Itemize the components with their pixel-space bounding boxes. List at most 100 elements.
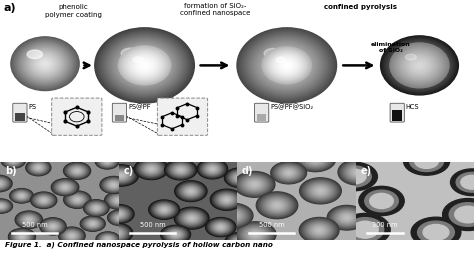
Ellipse shape bbox=[275, 165, 302, 181]
Ellipse shape bbox=[105, 192, 131, 209]
Ellipse shape bbox=[0, 180, 4, 187]
Ellipse shape bbox=[238, 224, 272, 245]
Ellipse shape bbox=[401, 52, 438, 79]
Ellipse shape bbox=[101, 33, 188, 98]
Ellipse shape bbox=[95, 154, 119, 169]
Ellipse shape bbox=[171, 232, 180, 237]
Ellipse shape bbox=[172, 232, 179, 237]
Ellipse shape bbox=[188, 189, 194, 193]
Ellipse shape bbox=[182, 212, 201, 224]
Ellipse shape bbox=[44, 63, 46, 64]
Ellipse shape bbox=[114, 214, 127, 221]
Ellipse shape bbox=[107, 161, 108, 162]
Ellipse shape bbox=[0, 178, 8, 189]
Ellipse shape bbox=[90, 204, 103, 212]
Ellipse shape bbox=[70, 195, 84, 204]
Ellipse shape bbox=[111, 40, 178, 90]
Ellipse shape bbox=[39, 197, 49, 203]
Ellipse shape bbox=[207, 165, 218, 173]
Ellipse shape bbox=[310, 155, 321, 163]
Ellipse shape bbox=[384, 39, 455, 92]
Ellipse shape bbox=[116, 212, 122, 216]
Ellipse shape bbox=[17, 42, 73, 86]
Ellipse shape bbox=[236, 175, 243, 180]
Ellipse shape bbox=[230, 236, 251, 248]
Ellipse shape bbox=[404, 54, 435, 77]
Ellipse shape bbox=[284, 63, 289, 67]
Ellipse shape bbox=[92, 223, 93, 224]
Ellipse shape bbox=[142, 63, 147, 67]
Ellipse shape bbox=[232, 173, 247, 183]
Ellipse shape bbox=[263, 47, 311, 84]
Ellipse shape bbox=[310, 184, 331, 198]
Ellipse shape bbox=[100, 157, 114, 166]
Ellipse shape bbox=[63, 230, 82, 242]
Ellipse shape bbox=[281, 61, 292, 70]
Ellipse shape bbox=[96, 154, 118, 168]
Ellipse shape bbox=[394, 46, 445, 84]
Ellipse shape bbox=[33, 194, 55, 207]
Ellipse shape bbox=[25, 48, 65, 80]
Ellipse shape bbox=[110, 183, 117, 187]
Ellipse shape bbox=[277, 166, 301, 180]
Ellipse shape bbox=[16, 41, 74, 86]
Ellipse shape bbox=[62, 185, 68, 189]
Ellipse shape bbox=[21, 236, 23, 237]
Ellipse shape bbox=[11, 230, 33, 243]
Ellipse shape bbox=[232, 237, 249, 247]
Ellipse shape bbox=[73, 197, 82, 203]
Ellipse shape bbox=[246, 229, 264, 240]
Ellipse shape bbox=[198, 160, 227, 178]
Ellipse shape bbox=[250, 37, 324, 93]
Ellipse shape bbox=[180, 184, 201, 198]
Ellipse shape bbox=[148, 167, 155, 171]
Ellipse shape bbox=[106, 166, 136, 184]
Text: Figure 1.  a) Confined nanospace pyrolysis of hollow carbon nano: Figure 1. a) Confined nanospace pyrolysi… bbox=[5, 242, 273, 248]
Ellipse shape bbox=[243, 227, 268, 242]
Ellipse shape bbox=[118, 216, 123, 219]
Ellipse shape bbox=[20, 236, 24, 238]
Ellipse shape bbox=[67, 193, 88, 206]
Ellipse shape bbox=[68, 193, 87, 206]
Ellipse shape bbox=[107, 238, 109, 240]
Ellipse shape bbox=[393, 46, 446, 85]
Ellipse shape bbox=[108, 210, 134, 226]
Ellipse shape bbox=[245, 228, 266, 241]
Ellipse shape bbox=[0, 199, 12, 213]
Ellipse shape bbox=[72, 168, 82, 174]
Ellipse shape bbox=[261, 195, 293, 215]
Ellipse shape bbox=[175, 208, 208, 228]
Ellipse shape bbox=[350, 167, 365, 177]
Ellipse shape bbox=[345, 217, 349, 219]
Ellipse shape bbox=[61, 228, 83, 243]
Ellipse shape bbox=[255, 41, 319, 89]
Ellipse shape bbox=[388, 41, 451, 90]
Ellipse shape bbox=[123, 49, 166, 82]
Ellipse shape bbox=[46, 222, 59, 231]
Ellipse shape bbox=[115, 212, 122, 216]
Ellipse shape bbox=[9, 229, 35, 245]
Ellipse shape bbox=[207, 166, 218, 172]
Ellipse shape bbox=[17, 193, 27, 199]
Ellipse shape bbox=[226, 199, 228, 200]
Ellipse shape bbox=[232, 173, 247, 182]
Ellipse shape bbox=[12, 190, 31, 201]
Ellipse shape bbox=[32, 163, 45, 172]
Ellipse shape bbox=[277, 58, 296, 73]
Ellipse shape bbox=[139, 61, 150, 69]
Ellipse shape bbox=[161, 226, 190, 243]
Ellipse shape bbox=[346, 217, 348, 218]
Bar bbox=[115, 115, 124, 121]
Ellipse shape bbox=[176, 167, 185, 173]
Ellipse shape bbox=[297, 148, 334, 171]
Ellipse shape bbox=[306, 222, 332, 239]
Ellipse shape bbox=[36, 167, 40, 169]
Ellipse shape bbox=[268, 51, 306, 80]
Ellipse shape bbox=[0, 181, 2, 186]
Ellipse shape bbox=[161, 225, 191, 243]
Ellipse shape bbox=[101, 157, 113, 165]
Ellipse shape bbox=[102, 236, 113, 243]
Ellipse shape bbox=[32, 193, 55, 208]
Ellipse shape bbox=[106, 193, 130, 208]
Ellipse shape bbox=[21, 195, 22, 196]
